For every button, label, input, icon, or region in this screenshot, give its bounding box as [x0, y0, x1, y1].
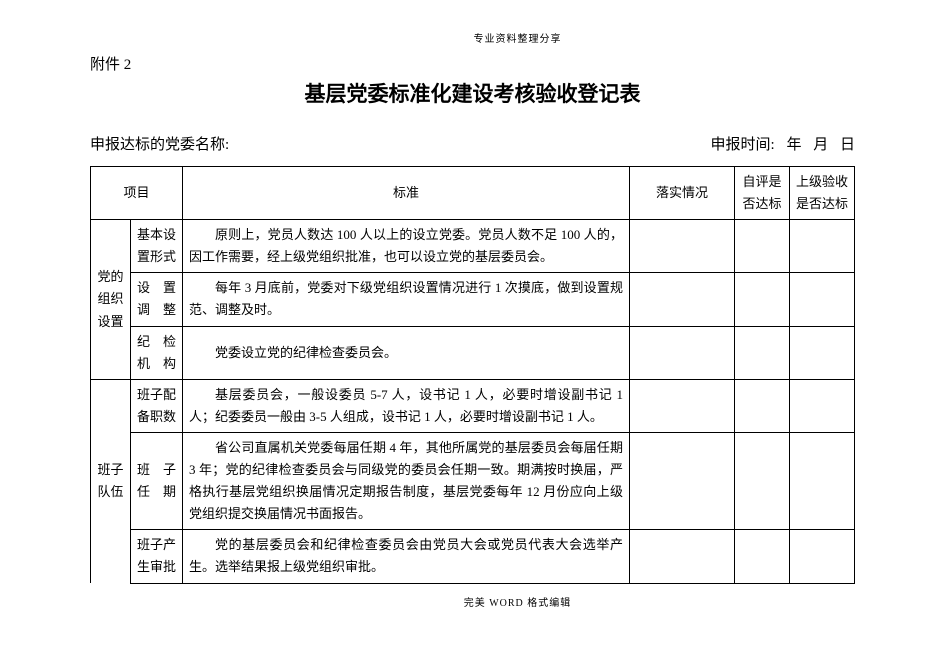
- sub-label: 班 子任 期: [131, 432, 183, 529]
- header-note: 专业资料整理分享: [180, 30, 855, 45]
- col-upper-eval: 上级验收是否达标: [790, 167, 855, 220]
- upper-eval-cell: [790, 326, 855, 379]
- assessment-table: 项目 标准 落实情况 自评是否达标 上级验收是否达标 党的组织设置 基本设置形式…: [90, 166, 855, 584]
- group-label: 班子队伍: [91, 379, 131, 583]
- col-standard: 标准: [183, 167, 630, 220]
- table-row: 班 子任 期 省公司直属机关党委每届任期 4 年，其他所属党的基层委员会每届任期…: [91, 432, 855, 529]
- sub-label: 设 置调 整: [131, 273, 183, 326]
- standard-cell: 基层委员会，一般设委员 5-7 人，设书记 1 人，必要时增设副书记 1 人；纪…: [183, 379, 630, 432]
- status-cell: [630, 220, 735, 273]
- standard-cell: 党委设立党的纪律检查委员会。: [183, 326, 630, 379]
- document-title: 基层党委标准化建设考核验收登记表: [90, 78, 855, 108]
- standard-cell: 原则上，党员人数达 100 人以上的设立党委。党员人数不足 100 人的，因工作…: [183, 220, 630, 273]
- upper-eval-cell: [790, 273, 855, 326]
- status-cell: [630, 432, 735, 529]
- status-cell: [630, 379, 735, 432]
- attachment-label: 附件 2: [90, 53, 855, 74]
- sub-label: 基本设置形式: [131, 220, 183, 273]
- footer-note: 完美 WORD 格式编辑: [180, 594, 855, 609]
- report-time: 申报时间: 年 月 日: [703, 133, 855, 154]
- sub-label: 班子产生审批: [131, 530, 183, 583]
- self-eval-cell: [735, 220, 790, 273]
- standard-cell: 每年 3 月底前，党委对下级党组织设置情况进行 1 次摸底，做到设置规范、调整及…: [183, 273, 630, 326]
- col-status: 落实情况: [630, 167, 735, 220]
- meta-row: 申报达标的党委名称: 申报时间: 年 月 日: [90, 133, 855, 154]
- upper-eval-cell: [790, 530, 855, 583]
- status-cell: [630, 273, 735, 326]
- upper-eval-cell: [790, 379, 855, 432]
- status-cell: [630, 326, 735, 379]
- col-project: 项目: [91, 167, 183, 220]
- sub-label: 班子配备职数: [131, 379, 183, 432]
- self-eval-cell: [735, 530, 790, 583]
- month-unit: 月: [813, 137, 828, 153]
- time-label: 申报时间:: [711, 137, 775, 153]
- standard-cell: 党的基层委员会和纪律检查委员会由党员大会或党员代表大会选举产生。选举结果报上级党…: [183, 530, 630, 583]
- table-row: 班子队伍 班子配备职数 基层委员会，一般设委员 5-7 人，设书记 1 人，必要…: [91, 379, 855, 432]
- self-eval-cell: [735, 326, 790, 379]
- table-row: 党的组织设置 基本设置形式 原则上，党员人数达 100 人以上的设立党委。党员人…: [91, 220, 855, 273]
- self-eval-cell: [735, 379, 790, 432]
- table-row: 纪 检机 构 党委设立党的纪律检查委员会。: [91, 326, 855, 379]
- col-self-eval: 自评是否达标: [735, 167, 790, 220]
- year-unit: 年: [786, 137, 801, 153]
- standard-cell: 省公司直属机关党委每届任期 4 年，其他所属党的基层委员会每届任期 3 年；党的…: [183, 432, 630, 529]
- day-unit: 日: [840, 137, 855, 153]
- group-label: 党的组织设置: [91, 220, 131, 380]
- self-eval-cell: [735, 432, 790, 529]
- sub-label: 纪 检机 构: [131, 326, 183, 379]
- status-cell: [630, 530, 735, 583]
- table-header-row: 项目 标准 落实情况 自评是否达标 上级验收是否达标: [91, 167, 855, 220]
- upper-eval-cell: [790, 220, 855, 273]
- org-name-label: 申报达标的党委名称:: [90, 133, 229, 154]
- upper-eval-cell: [790, 432, 855, 529]
- table-row: 班子产生审批 党的基层委员会和纪律检查委员会由党员大会或党员代表大会选举产生。选…: [91, 530, 855, 583]
- table-row: 设 置调 整 每年 3 月底前，党委对下级党组织设置情况进行 1 次摸底，做到设…: [91, 273, 855, 326]
- self-eval-cell: [735, 273, 790, 326]
